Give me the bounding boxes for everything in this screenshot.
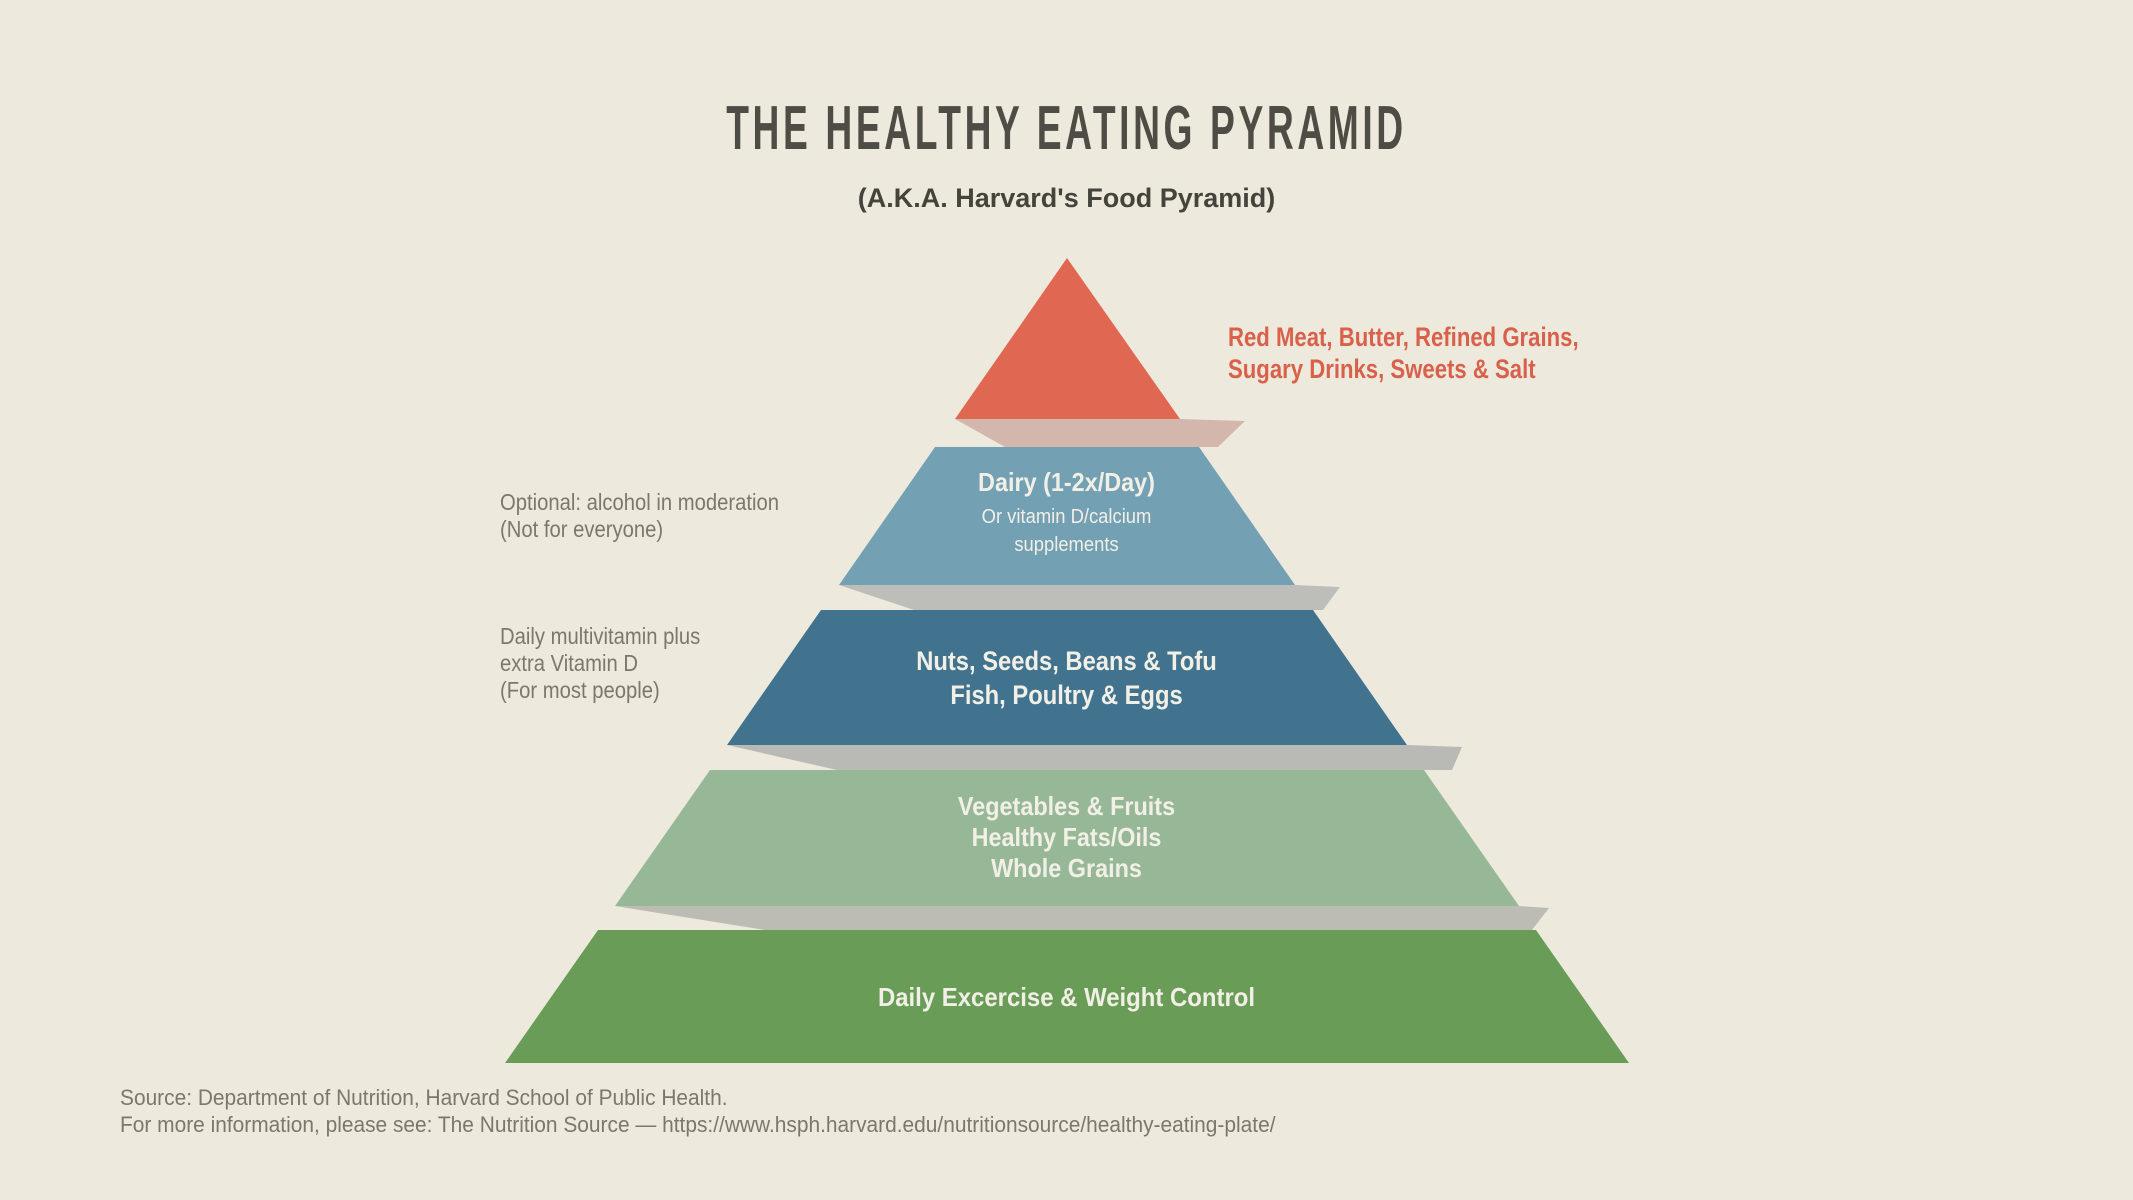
dairy-level bbox=[839, 447, 1295, 585]
protein-level-line: Nuts, Seeds, Beans & Tofu bbox=[916, 646, 1217, 676]
protein-level-label: Nuts, Seeds, Beans & Tofu Fish, Poultry … bbox=[128, 644, 2005, 712]
exercise-level-label: Daily Excercise & Weight Control bbox=[85, 982, 2047, 1012]
multivitamin-note-line: (For most people) bbox=[500, 677, 660, 703]
source-note-line: For more information, please see: The Nu… bbox=[120, 1112, 1276, 1137]
source-note: Source: Department of Nutrition, Harvard… bbox=[120, 1084, 1276, 1138]
red-meat-shadow bbox=[955, 419, 1245, 447]
vegetables-level-line: Healthy Fats/Oils bbox=[971, 822, 1162, 852]
vegetables-shadow bbox=[615, 906, 1549, 930]
alcohol-note: Optional: alcohol in moderation (Not for… bbox=[500, 489, 779, 543]
page-title: THE HEALTHY EATING PYRAMID bbox=[726, 94, 1407, 163]
exercise-level bbox=[505, 930, 1629, 1063]
dairy-shadow bbox=[839, 585, 1340, 610]
alcohol-note-line: Optional: alcohol in moderation bbox=[500, 489, 780, 515]
multivitamin-note: Daily multivitamin plus extra Vitamin D … bbox=[500, 623, 700, 704]
dairy-level-subtext-line: Or vitamin D/calcium bbox=[981, 506, 1152, 528]
exercise-level-line: Daily Excercise & Weight Control bbox=[877, 982, 1256, 1012]
red-meat-level bbox=[955, 258, 1180, 419]
dairy-level-label: Dairy (1-2x/Day) Or vitamin D/calcium su… bbox=[0, 466, 2133, 559]
vegetables-level-line: Whole Grains bbox=[991, 853, 1142, 883]
multivitamin-note-line: extra Vitamin D bbox=[500, 650, 638, 676]
protein-level-line: Fish, Poultry & Eggs bbox=[950, 680, 1183, 710]
multivitamin-note-line: Daily multivitamin plus bbox=[500, 623, 701, 649]
protein-shadow bbox=[727, 745, 1462, 770]
page-subtitle: (A.K.A. Harvard's Food Pyramid) bbox=[857, 183, 1276, 213]
alcohol-note-line: (Not for everyone) bbox=[500, 516, 664, 542]
protein-level bbox=[727, 610, 1407, 745]
red-meat-annotation-line: Red Meat, Butter, Refined Grains, bbox=[1228, 322, 1579, 352]
vegetables-level-line: Vegetables & Fruits bbox=[957, 791, 1176, 821]
dairy-level-title: Dairy (1-2x/Day) bbox=[978, 467, 1155, 497]
source-note-line: Source: Department of Nutrition, Harvard… bbox=[120, 1085, 728, 1110]
vegetables-level bbox=[615, 770, 1519, 906]
vegetables-level-label: Vegetables & Fruits Healthy Fats/Oils Wh… bbox=[107, 791, 2027, 884]
red-meat-annotation: Red Meat, Butter, Refined Grains, Sugary… bbox=[1228, 321, 1579, 385]
dairy-level-subtext-line: supplements bbox=[1014, 534, 1119, 556]
red-meat-annotation-line: Sugary Drinks, Sweets & Salt bbox=[1228, 354, 1536, 384]
